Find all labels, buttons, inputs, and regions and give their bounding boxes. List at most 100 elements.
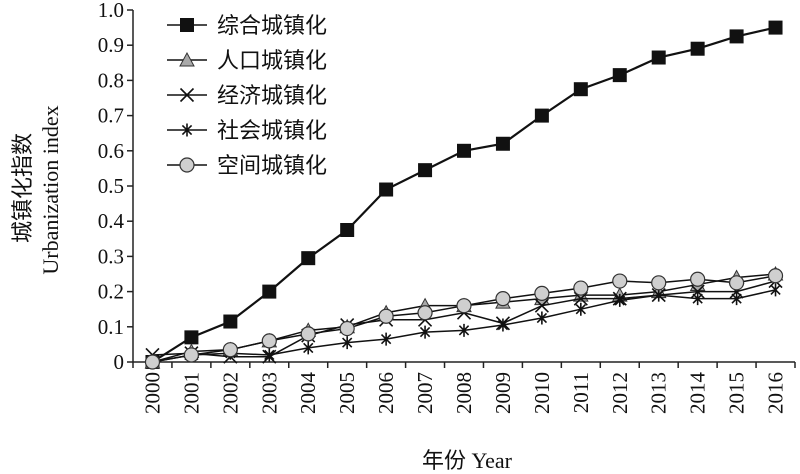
x-tick-label: 2011 [569,372,593,413]
y-tick-label: 0.8 [98,68,124,92]
data-point [222,342,238,358]
x-tick-label: 2002 [218,372,242,414]
data-point [339,320,355,337]
data-point [419,325,431,339]
x-tick-label: 2007 [413,372,437,414]
y-axis-title-en: Urbanization index [38,105,63,274]
y-tick-label: 0.5 [98,174,124,198]
data-point [651,50,666,65]
legend-label: 空间城镇化 [217,154,327,179]
series-0 [145,20,783,369]
data-point [728,275,745,291]
x-tick-label: 2016 [764,372,788,414]
data-point [651,275,667,291]
legend-entry: 人口城镇化 [167,49,327,74]
data-point [264,348,275,362]
y-tick-label: 0.2 [98,280,124,304]
legend-marker [179,51,195,67]
data-point [534,285,550,301]
y-tick-label: 1.0 [98,0,124,22]
y-tick-label: 0.4 [98,209,125,233]
data-point [262,284,277,299]
x-tick-label: 2000 [140,372,164,414]
x-axis-title: 年份 Year [422,448,513,473]
x-tick-label: 2008 [452,372,476,414]
legend-label: 人口城镇化 [217,49,327,74]
x-tick-label: 2015 [725,372,749,414]
x-tick-label: 2009 [491,372,515,414]
data-point [495,136,510,151]
series-line [152,273,776,363]
data-point [534,298,549,313]
data-point [378,308,394,324]
x-tick-label: 2010 [530,372,554,414]
legend-label: 经济城镇化 [217,84,327,109]
data-point [495,291,511,307]
data-point [300,326,316,342]
data-point [653,288,664,302]
legend-marker [179,87,195,103]
series-1 [144,265,784,369]
y-tick-label: 0 [114,350,125,374]
y-tick-label: 0.3 [98,244,124,268]
data-point [692,292,703,306]
data-point [690,271,706,287]
y-tick-label: 0.6 [98,139,124,163]
y-tick-label: 0.7 [98,104,124,128]
data-point [767,268,784,284]
data-point [575,302,586,316]
data-point [612,68,627,83]
x-tick-label: 2014 [686,372,710,415]
data-point [340,223,355,237]
data-point [573,280,589,296]
data-point [614,293,625,307]
legend-marker [181,123,193,137]
data-point [536,311,548,325]
data-point [303,341,314,355]
series-4 [144,268,784,370]
data-point [261,333,277,349]
data-point [612,273,628,289]
x-tick-label: 2012 [608,372,632,414]
data-point [380,332,392,346]
x-tick-label: 2013 [647,372,671,414]
x-tick-label: 2006 [374,372,398,414]
data-point [301,251,316,266]
data-point [690,41,705,56]
y-axis-ticks: 0 0.1 0.2 0.3 0.4 0.5 0.6 0.7 0.8 0.9 1.0 [98,0,133,374]
x-tick-label: 2004 [296,372,320,415]
data-point [690,284,705,299]
series-2 [145,273,783,364]
series-layer [144,20,784,370]
data-point [456,298,472,314]
data-point [534,108,549,123]
series-line [152,275,776,363]
data-point [497,318,509,332]
data-point [770,283,781,297]
y-tick-label: 0.1 [98,315,124,339]
legend-entry: 社会城镇化 [167,119,327,144]
data-point [457,143,471,158]
x-tick-label: 2003 [257,372,281,414]
series-line [152,280,776,358]
y-tick-label: 0.9 [98,33,124,57]
legend-entry: 经济城镇化 [167,84,327,109]
legend-label: 社会城镇化 [217,119,327,144]
data-point [729,29,744,44]
legend-marker [179,157,195,173]
data-point [573,82,588,97]
y-axis-title-cn: 城镇化指数 [10,133,35,243]
legend-entry: 空间城镇化 [167,154,327,179]
data-point [379,182,394,197]
data-point [768,20,783,35]
x-tick-label: 2005 [335,372,359,414]
data-point [731,292,742,306]
data-point [184,330,199,345]
legend-label: 综合城镇化 [217,14,327,39]
x-axis-ticks: 2000 2001 2002 2003 2004 2005 2006 2007 2008 2009… [132,362,796,415]
legend-marker [180,18,194,32]
data-point [458,323,470,337]
legend-entry: 综合城镇化 [167,14,327,39]
